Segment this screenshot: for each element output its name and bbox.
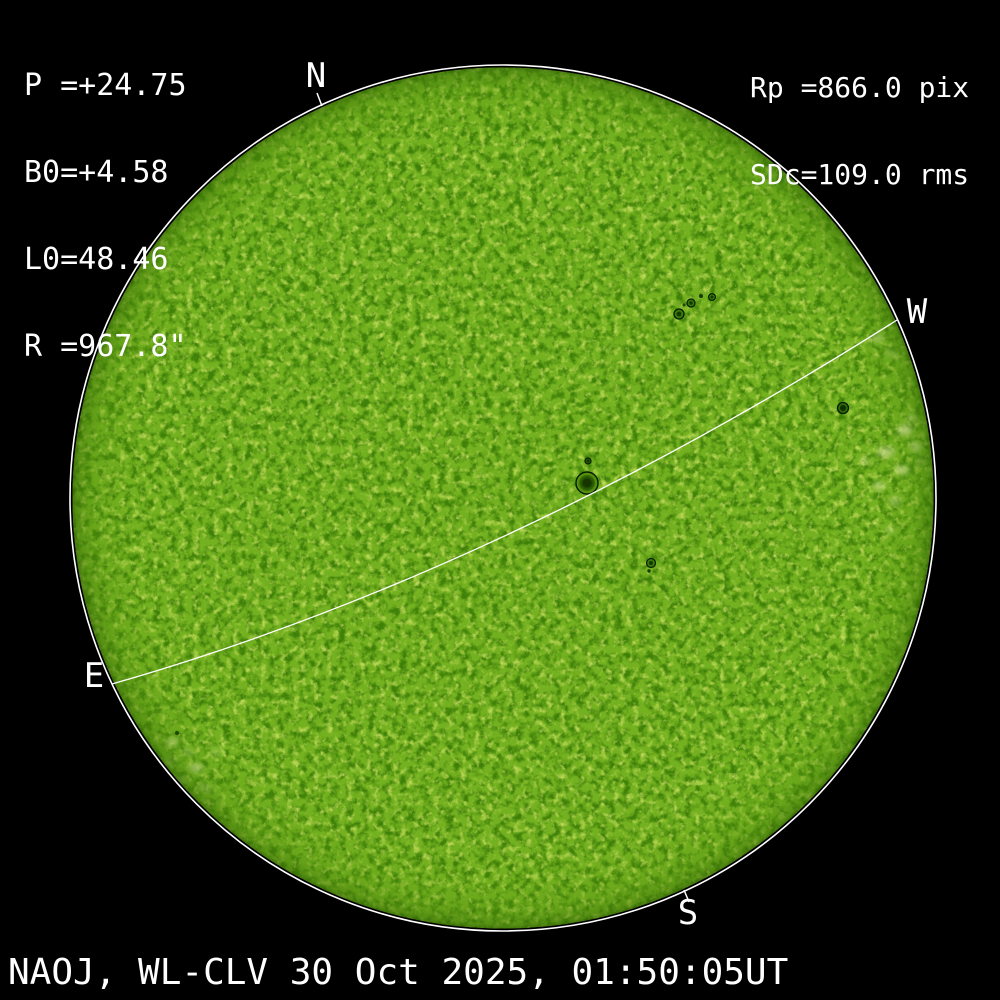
west-sunspot	[836, 401, 850, 415]
p-angle-line: P =+24.75	[24, 68, 187, 103]
tiny-dark-pore	[175, 731, 179, 735]
compass-north-label: N	[305, 56, 327, 96]
l0-line: L0=48.46	[24, 242, 169, 277]
equator-line	[111, 319, 898, 685]
fit-info-block: Rp =866.0 pix SDc=109.0 rms	[750, 15, 969, 247]
radius-line: R =967.8"	[24, 329, 187, 364]
limb-shading	[72, 67, 934, 929]
north-tick	[316, 92, 323, 107]
compass-east-label: E	[83, 656, 105, 696]
sdc-line: SDc=109.0 rms	[750, 158, 970, 191]
compass-west-label: W	[906, 292, 928, 332]
caption: NAOJ, WL-CLV 30 Oct 2025, 01:50:05UT	[8, 952, 789, 993]
limb-circle	[69, 64, 937, 932]
ephemeris-block: P =+24.75 B0=+4.58 L0=48.46 R =967.8"	[24, 13, 187, 419]
main-sunspot	[575, 457, 599, 495]
southeast-pore	[645, 557, 657, 573]
south-tick	[683, 889, 690, 903]
solar-disk	[72, 67, 934, 929]
compass-south-label: S	[677, 893, 699, 933]
rp-line: Rp =866.0 pix	[750, 71, 970, 104]
sunspot-pore-cluster	[673, 293, 716, 320]
b0-line: B0=+4.58	[24, 155, 169, 190]
